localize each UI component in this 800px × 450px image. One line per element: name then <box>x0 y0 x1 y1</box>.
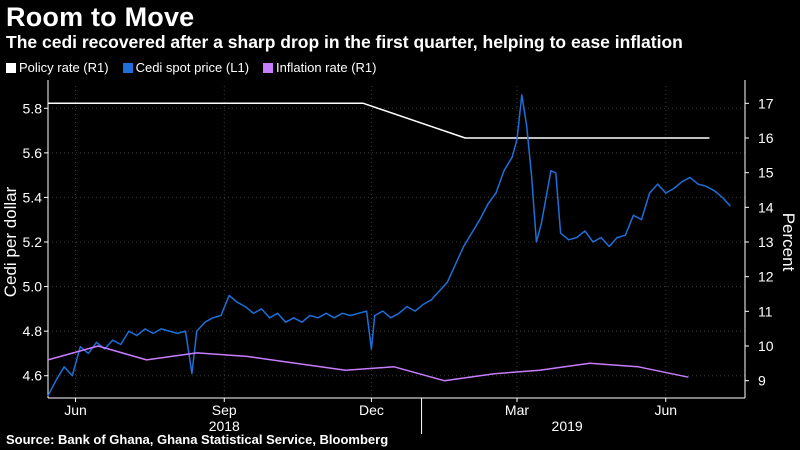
right-tick-label-8: 17 <box>758 95 774 111</box>
year-label-1: 2019 <box>552 418 583 434</box>
x-tick-label-0: Jun <box>64 402 87 418</box>
right-tick-label-2: 11 <box>758 303 773 319</box>
legend-label-cedi-spot: Cedi spot price (L1) <box>135 60 250 75</box>
left-tick-label-1: 4.8 <box>23 323 43 339</box>
right-tick-label-5: 14 <box>758 199 774 215</box>
chart-subtitle: The cedi recovered after a sharp drop in… <box>6 32 683 52</box>
legend-swatch-cedi-spot <box>122 62 133 73</box>
right-tick-label-4: 13 <box>758 234 774 250</box>
left-tick-label-0: 4.6 <box>23 368 43 384</box>
source-note: Source: Bank of Ghana, Ghana Statistical… <box>6 432 389 447</box>
cedi-spot-line <box>47 94 731 397</box>
legend-label-policy-rate: Policy rate (R1) <box>19 60 109 75</box>
x-tick-label-1: Sep <box>212 402 237 418</box>
left-tick-label-6: 5.8 <box>23 100 43 116</box>
x-tick-label-2: Dec <box>359 402 384 418</box>
legend-label-inflation: Inflation rate (R1) <box>276 60 377 75</box>
right-tick-label-3: 12 <box>758 269 774 285</box>
legend: Policy rate (R1) Cedi spot price (L1) In… <box>6 60 376 75</box>
right-tick-label-1: 10 <box>758 338 774 354</box>
left-tick-label-3: 5.2 <box>23 234 43 250</box>
year-label-0: 2018 <box>209 418 240 434</box>
legend-item-policy-rate: Policy rate (R1) <box>6 60 109 75</box>
left-tick-label-4: 5.4 <box>23 189 43 205</box>
legend-item-inflation: Inflation rate (R1) <box>263 60 376 75</box>
inflation-line <box>47 345 689 382</box>
left-tick-label-2: 5.0 <box>23 279 43 295</box>
legend-swatch-policy-rate <box>6 62 16 73</box>
left-tick-label-5: 5.6 <box>23 145 43 161</box>
chart-title: Room to Move <box>6 2 195 32</box>
right-tick-label-7: 16 <box>758 130 774 146</box>
right-tick-label-6: 15 <box>758 165 774 181</box>
y-axis-title-left: Cedi per dollar <box>1 186 20 297</box>
legend-swatch-inflation <box>263 62 274 73</box>
x-tick-label-4: Jun <box>654 402 677 418</box>
legend-item-cedi-spot: Cedi spot price (L1) <box>122 60 250 75</box>
policy-rate-line <box>48 102 710 139</box>
y-axis-title-right: Percent <box>779 213 798 272</box>
x-tick-label-3: Mar <box>505 402 529 418</box>
right-tick-label-0: 9 <box>758 373 766 389</box>
